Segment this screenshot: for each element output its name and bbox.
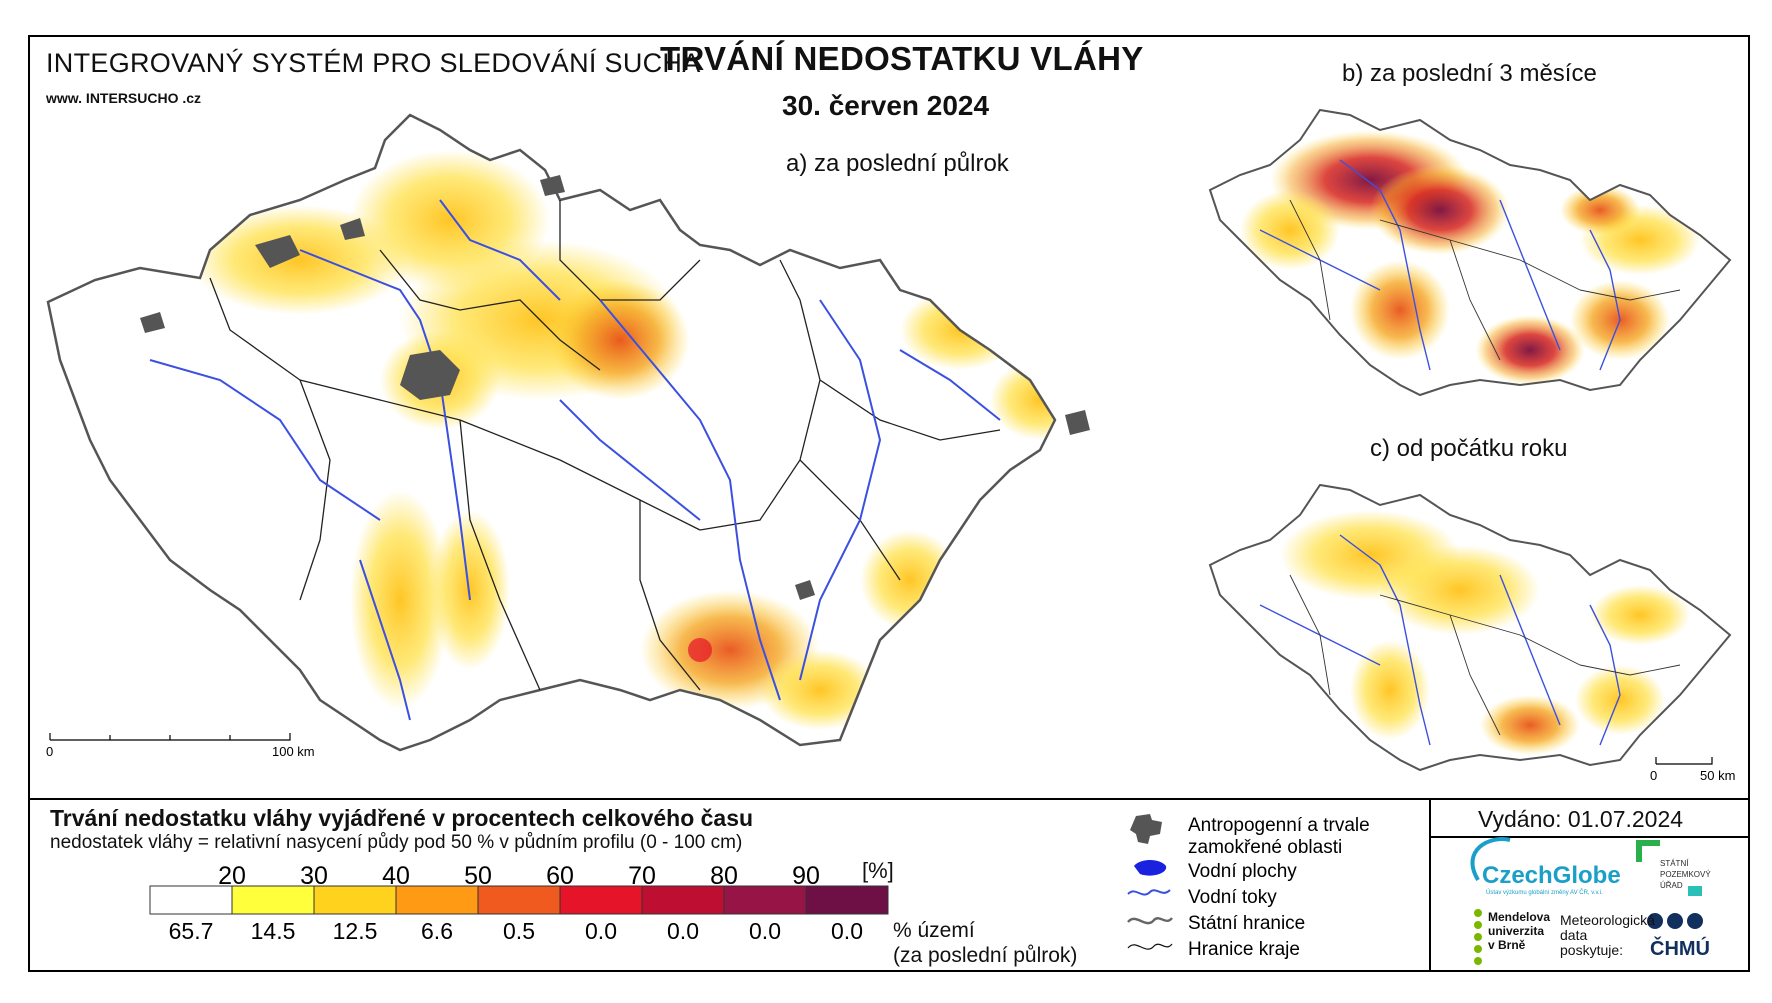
main-scale-start: 0: [46, 744, 54, 759]
rivers-label: Vodní toky: [1188, 887, 1277, 908]
legend-title: Trvání nedostatku vláhy vyjádřené v proc…: [50, 805, 754, 831]
region-border-label: Hranice kraje: [1188, 939, 1300, 960]
spu-line-2: POZEMKOVÝ: [1660, 870, 1711, 879]
issued-date: Vydáno: 01.07.2024: [1478, 806, 1684, 832]
met-line-3: poskytuje:: [1560, 942, 1624, 958]
legend-class-swatch: [641, 885, 725, 915]
legend-area-percent: 12.5: [332, 918, 378, 944]
legend-threshold-label: 50: [464, 862, 492, 890]
czechglobe-subtitle: Ústav výzkumu globální změny AV ČR, v.v.…: [1486, 890, 1603, 896]
mendelu-line-3: v Brně: [1488, 938, 1526, 952]
map-frame: [28, 35, 1750, 972]
water-bodies-label: Vodní plochy: [1188, 861, 1297, 882]
urban-legend-label: Antropogenní a trvale zamokřené oblasti: [1188, 815, 1370, 859]
state-border-icon: [1127, 917, 1173, 925]
main-scale-bar: [49, 733, 291, 741]
area-caption: % území (za poslední půlrok): [893, 918, 1077, 968]
water-bodies-icon: [1134, 860, 1167, 876]
legend-class-swatch: [805, 885, 889, 915]
website-link[interactable]: www. INTERSUCHO .cz: [46, 90, 202, 106]
issued-divider: [1429, 836, 1750, 838]
map-b: [1208, 108, 1732, 397]
spu-line-1: STÁTNÍ: [1660, 859, 1689, 868]
logo-divider: [1429, 798, 1431, 972]
czechglobe-name: CzechGlobe: [1482, 862, 1621, 889]
urban-legend-icon: [1130, 814, 1162, 844]
system-title: INTEGROVANÝ SYSTÉM PRO SLEDOVÁNÍ SUCHA: [46, 48, 701, 78]
legend-subtitle: nedostatek vláhy = relativní nasycení pů…: [50, 832, 743, 853]
legend-class-swatch: [477, 885, 561, 915]
map-title: TRVÁNÍ NEDOSTATKU VLÁHY: [660, 40, 1144, 77]
legend-area-percent: 14.5: [250, 918, 296, 944]
teal-square-icon: [1688, 886, 1702, 896]
main-scale-end: 100 km: [272, 744, 315, 759]
map-c: [1208, 483, 1732, 772]
urban-legend-line-1: Antropogenní a trvale: [1188, 815, 1370, 836]
small-scale-bar: [1655, 757, 1713, 765]
legend-divider: [28, 798, 1750, 800]
legend-area-percent: 0.5: [503, 918, 535, 944]
legend-threshold-label: 20: [218, 862, 246, 890]
legend-threshold-label: 70: [628, 862, 656, 890]
legend-class-swatch: [313, 885, 397, 915]
urban-legend-line-2: zamokřené oblasti: [1188, 837, 1343, 858]
legend-area-percent: 6.6: [421, 918, 453, 944]
legend-area-percent: 0.0: [667, 918, 699, 944]
region-border-icon: [1127, 943, 1173, 950]
small-scale-start: 0: [1650, 768, 1658, 783]
chmu-logo: [1647, 913, 1703, 929]
spu-line-3: ÚŘAD: [1660, 881, 1683, 890]
legend-area-percent: 0.0: [585, 918, 617, 944]
mendelu-logo: [1474, 909, 1482, 965]
legend-threshold-label: 60: [546, 862, 574, 890]
spu-text: STÁTNÍ POZEMKOVÝ ÚŘAD: [1660, 858, 1711, 891]
legend-area-percent: 0.0: [831, 918, 863, 944]
legend-class-swatch: [231, 885, 315, 915]
chmu-name: ČHMÚ: [1650, 938, 1710, 960]
area-caption-line-2: (za poslední půlrok): [893, 944, 1078, 967]
met-line-2: data: [1560, 927, 1588, 943]
state-border-label: Státní hranice: [1188, 913, 1306, 934]
panel-b-title: b) za poslední 3 měsíce: [1342, 60, 1597, 87]
legend-area-percent: 0.0: [749, 918, 781, 944]
legend-threshold-label: 40: [382, 862, 410, 890]
legend-color-bar: [149, 885, 889, 915]
legend-area-percent: 65.7: [168, 918, 214, 944]
small-scale-end: 50 km: [1700, 768, 1736, 783]
legend-class-swatch: [149, 885, 233, 915]
area-caption-line-1: % území: [893, 919, 975, 942]
legend-threshold-label: 80: [710, 862, 738, 890]
panel-c-title: c) od počátku roku: [1370, 435, 1568, 462]
legend-threshold-label: 90: [792, 862, 820, 890]
main-map: [46, 113, 1090, 752]
map-date: 30. červen 2024: [782, 90, 990, 121]
czechglobe-logo: [1470, 837, 1511, 882]
rivers-icon: [1127, 889, 1171, 896]
met-data-text: Meteorologická data poskytuje:: [1560, 913, 1655, 958]
mendelu-line-2: univerzita: [1488, 924, 1545, 938]
mendelu-text: Mendelova univerzita v Brně: [1488, 910, 1550, 952]
mendelu-line-1: Mendelova: [1488, 910, 1551, 924]
legend-threshold-label: 30: [300, 862, 328, 890]
met-line-1: Meteorologická: [1560, 912, 1655, 928]
spu-logo: [1636, 840, 1660, 862]
legend-unit: [%]: [862, 858, 894, 883]
legend-class-swatch: [723, 885, 807, 915]
panel-a-title: a) za poslední půlrok: [786, 150, 1009, 177]
